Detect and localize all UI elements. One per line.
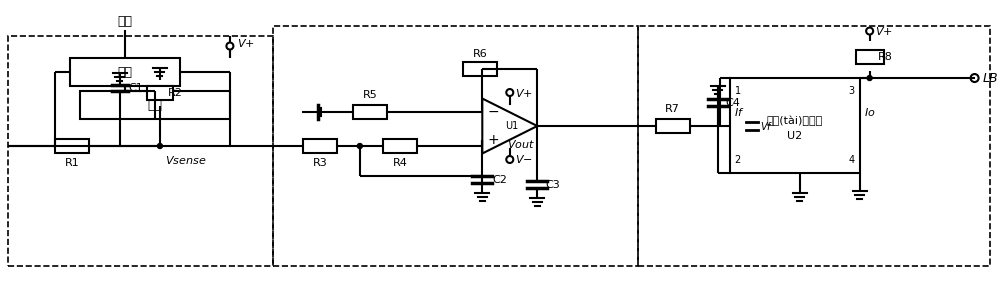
Text: R6: R6 <box>472 48 487 58</box>
Text: $LB$: $LB$ <box>982 72 998 85</box>
Text: R8: R8 <box>878 52 893 62</box>
Text: R1: R1 <box>65 158 79 168</box>
Text: $V$+: $V$+ <box>875 25 892 37</box>
Bar <box>730 78 860 173</box>
Text: R5: R5 <box>362 90 377 100</box>
Text: $V$out: $V$out <box>507 138 535 150</box>
Text: C1: C1 <box>128 83 143 93</box>
Text: U2: U2 <box>787 131 802 141</box>
Text: C4: C4 <box>726 98 741 108</box>
Text: $V$−: $V$− <box>515 154 533 166</box>
Text: R3: R3 <box>312 158 327 168</box>
Text: $I$f: $I$f <box>734 106 745 118</box>
Circle shape <box>357 144 362 148</box>
Text: 主軸: 主軸 <box>117 66 132 79</box>
Bar <box>147 86 173 100</box>
Text: C2: C2 <box>492 175 507 185</box>
Text: −: − <box>487 105 499 119</box>
Circle shape <box>867 76 872 81</box>
Circle shape <box>157 144 162 148</box>
Text: $V$f: $V$f <box>760 119 773 132</box>
Text: $I$o: $I$o <box>864 106 875 118</box>
Bar <box>383 139 417 153</box>
Text: 刀片: 刀片 <box>117 14 132 28</box>
Text: C3: C3 <box>545 180 560 190</box>
Bar <box>463 61 497 76</box>
Text: R2: R2 <box>168 88 183 98</box>
Bar <box>303 139 337 153</box>
Text: 1: 1 <box>735 86 741 96</box>
Text: U1: U1 <box>505 121 518 131</box>
Bar <box>55 139 89 153</box>
Text: 2: 2 <box>735 155 741 165</box>
Text: $V$+: $V$+ <box>515 86 533 98</box>
Text: 3: 3 <box>849 86 855 96</box>
Bar <box>80 91 230 119</box>
Text: 4: 4 <box>849 155 855 165</box>
Bar <box>353 105 387 119</box>
Bar <box>856 50 884 64</box>
Text: 底盤: 底盤 <box>147 98 162 111</box>
Bar <box>656 119 690 133</box>
Text: $V$+: $V$+ <box>237 37 255 49</box>
Text: +: + <box>487 133 499 147</box>
Text: 固態(tài)繼電器: 固態(tài)繼電器 <box>767 115 823 126</box>
Text: R4: R4 <box>392 158 407 168</box>
Bar <box>70 58 180 86</box>
Text: $V$sense: $V$sense <box>165 154 206 166</box>
Text: R7: R7 <box>665 104 680 114</box>
